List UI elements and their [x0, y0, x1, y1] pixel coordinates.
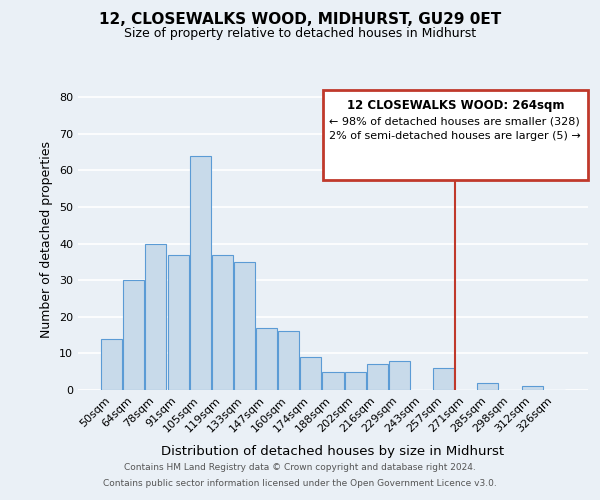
- Y-axis label: Number of detached properties: Number of detached properties: [40, 142, 53, 338]
- Text: 2% of semi-detached houses are larger (5) →: 2% of semi-detached houses are larger (5…: [329, 131, 581, 141]
- X-axis label: Distribution of detached houses by size in Midhurst: Distribution of detached houses by size …: [161, 445, 505, 458]
- Bar: [256, 328, 277, 390]
- Bar: [433, 368, 454, 390]
- Text: Contains public sector information licensed under the Open Government Licence v3: Contains public sector information licen…: [103, 478, 497, 488]
- Bar: [190, 156, 211, 390]
- Text: ← 98% of detached houses are smaller (328): ← 98% of detached houses are smaller (32…: [329, 116, 580, 126]
- Bar: [389, 360, 410, 390]
- Text: 12, CLOSEWALKS WOOD, MIDHURST, GU29 0ET: 12, CLOSEWALKS WOOD, MIDHURST, GU29 0ET: [99, 12, 501, 28]
- Text: 12 CLOSEWALKS WOOD: 264sqm: 12 CLOSEWALKS WOOD: 264sqm: [347, 99, 564, 112]
- Bar: [367, 364, 388, 390]
- Bar: [145, 244, 166, 390]
- Bar: [478, 382, 499, 390]
- Bar: [301, 357, 322, 390]
- Bar: [344, 372, 365, 390]
- Bar: [521, 386, 542, 390]
- Bar: [167, 254, 188, 390]
- Bar: [212, 254, 233, 390]
- Bar: [101, 339, 122, 390]
- Bar: [124, 280, 145, 390]
- Bar: [278, 332, 299, 390]
- Text: Contains HM Land Registry data © Crown copyright and database right 2024.: Contains HM Land Registry data © Crown c…: [124, 464, 476, 472]
- Bar: [234, 262, 255, 390]
- Text: Size of property relative to detached houses in Midhurst: Size of property relative to detached ho…: [124, 28, 476, 40]
- Bar: [322, 372, 344, 390]
